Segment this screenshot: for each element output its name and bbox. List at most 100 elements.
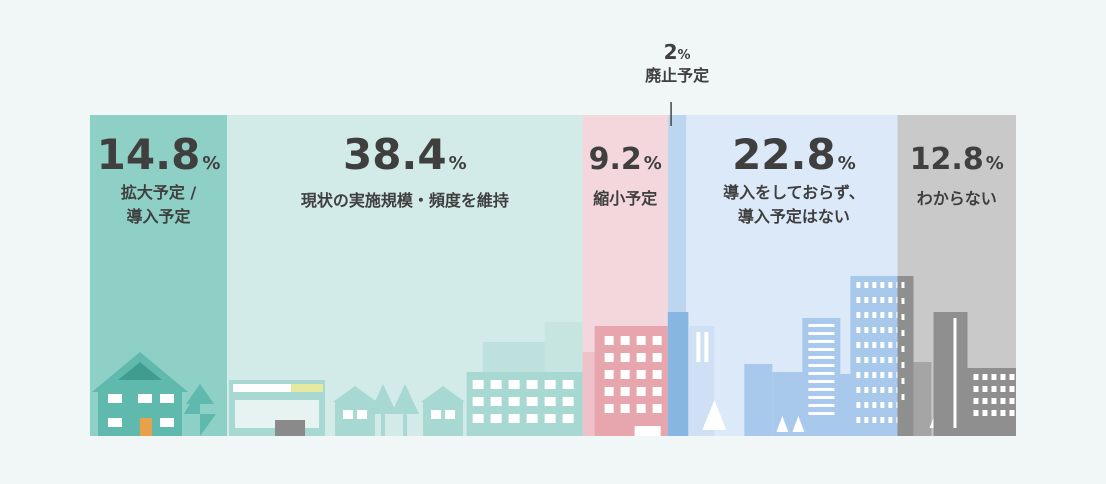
- building-window-icon: [1009, 398, 1015, 404]
- building-window-icon: [636, 387, 646, 396]
- building-stripe-icon: [704, 332, 709, 362]
- building-window-icon: [872, 297, 877, 303]
- building-window-icon: [888, 297, 893, 303]
- building-window-icon: [620, 336, 630, 345]
- building-window-icon: [604, 387, 614, 396]
- building-window-icon: [636, 404, 646, 413]
- building-window-icon: [901, 378, 905, 384]
- tree-icon: [792, 416, 805, 432]
- building-window-icon: [982, 374, 988, 380]
- building-window-icon: [901, 282, 905, 288]
- tree-trunk-icon: [381, 414, 386, 436]
- building-window-icon: [991, 410, 997, 416]
- house-door-icon: [140, 418, 152, 436]
- building-window-icon: [864, 402, 869, 408]
- building-window-icon: [872, 342, 877, 348]
- small-house-icon: [335, 400, 376, 436]
- building-window-icon: [901, 298, 905, 304]
- building-window-icon: [652, 370, 662, 379]
- building-window-icon: [864, 372, 869, 378]
- building-window-icon: [864, 357, 869, 363]
- building-window-icon: [604, 353, 614, 362]
- building-icon: [913, 362, 932, 436]
- building-window-icon: [888, 357, 893, 363]
- segment-value-abolish: 2: [663, 40, 678, 64]
- building-window-icon: [604, 336, 614, 345]
- building-window-icon: [1000, 374, 1006, 380]
- building-window-icon: [1000, 386, 1006, 392]
- house-window-icon: [108, 418, 122, 427]
- building-window-icon: [1000, 398, 1006, 404]
- building-window-icon: [652, 336, 662, 345]
- building-window-icon: [652, 404, 662, 413]
- building-window-icon: [982, 386, 988, 392]
- building-window-icon: [526, 397, 538, 406]
- building-window-icon: [526, 380, 538, 389]
- segment-label-expand: 14.8% 拡大予定 / 導入予定: [96, 130, 221, 226]
- building-window-icon: [888, 372, 893, 378]
- small-house-window-icon: [445, 410, 456, 419]
- building-window-icon: [888, 417, 893, 423]
- building-window-icon: [544, 397, 556, 406]
- building-window-icon: [544, 380, 556, 389]
- building-window-icon: [604, 404, 614, 413]
- building-window-icon: [864, 282, 869, 288]
- store-sign-icon: [233, 384, 292, 392]
- segment-label-unknown: 12.8% わからない: [909, 142, 1004, 208]
- building-window-icon: [864, 342, 869, 348]
- building-window-icon: [901, 330, 905, 336]
- building-window-icon: [1009, 410, 1015, 416]
- building-window-icon: [508, 380, 520, 389]
- building-window-icon: [872, 372, 877, 378]
- segment-label-abolish: 2% 廃止予定: [645, 40, 710, 85]
- building-window-icon: [901, 394, 905, 400]
- building-window-icon: [864, 417, 869, 423]
- small-house-roof-icon: [333, 386, 378, 402]
- segment-value-maintain: 38.4: [342, 130, 447, 179]
- building-window-icon: [973, 386, 979, 392]
- small-house-window-icon: [357, 410, 368, 419]
- small-house-roof-icon: [421, 386, 466, 402]
- building-stripe-icon: [808, 380, 835, 383]
- building-window-icon: [880, 387, 885, 393]
- house-attic-icon: [118, 362, 162, 380]
- building-window-icon: [872, 402, 877, 408]
- building-window-icon: [901, 362, 905, 368]
- tree-icon: [776, 416, 789, 432]
- segment-label-reduce: 9.2% 縮小予定: [588, 142, 662, 208]
- building-window-icon: [991, 374, 997, 380]
- tree-icon: [184, 386, 216, 436]
- building-window-icon: [856, 402, 861, 408]
- tree-trunk-icon: [403, 414, 408, 436]
- building-window-icon: [982, 410, 988, 416]
- small-house-window-icon: [431, 410, 442, 419]
- building-window-icon: [856, 342, 861, 348]
- building-icon: [933, 312, 968, 436]
- building-window-icon: [901, 346, 905, 352]
- building-window-icon: [562, 414, 574, 423]
- store-bench-icon: [275, 420, 306, 436]
- building-window-icon: [856, 282, 861, 288]
- building-window-icon: [880, 402, 885, 408]
- tree-icon: [391, 384, 420, 414]
- segment-label-not-introduced: 22.8% 導入をしておらず、 導入予定はない: [723, 130, 865, 226]
- building-window-icon: [872, 327, 877, 333]
- building-window-icon: [490, 397, 502, 406]
- building-window-icon: [620, 353, 630, 362]
- tree-icon: [702, 400, 727, 430]
- building-stripe-icon: [808, 372, 835, 375]
- building-window-icon: [888, 387, 893, 393]
- building-stripe-icon: [808, 332, 835, 335]
- building-stripe-icon: [808, 348, 835, 351]
- building-window-icon: [1009, 386, 1015, 392]
- tree-top-icon: [186, 384, 214, 404]
- building-window-icon: [604, 370, 614, 379]
- building-window-icon: [880, 312, 885, 318]
- building-window-icon: [620, 370, 630, 379]
- building-window-icon: [472, 397, 484, 406]
- building-window-icon: [973, 374, 979, 380]
- building-window-icon: [888, 342, 893, 348]
- building-window-icon: [872, 312, 877, 318]
